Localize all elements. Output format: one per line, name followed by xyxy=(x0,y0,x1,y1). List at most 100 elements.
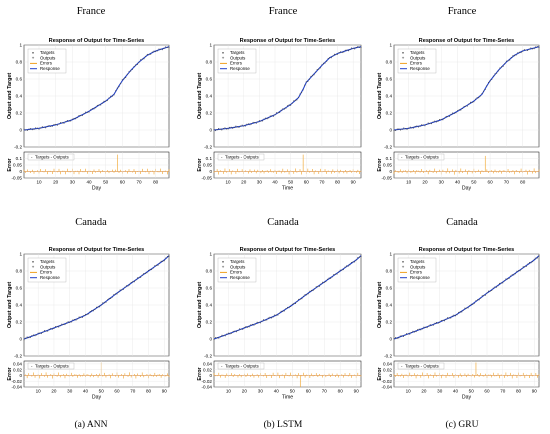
target-point xyxy=(409,126,411,128)
target-point xyxy=(535,46,537,48)
country-label-france-ann: France xyxy=(77,6,106,17)
target-point xyxy=(460,109,462,111)
target-point xyxy=(233,127,235,129)
error-legend-box xyxy=(397,362,445,370)
country-label-france-gru: France xyxy=(448,6,477,17)
error-legend-label: Targets - Outputs xyxy=(35,364,69,369)
target-point xyxy=(418,328,420,330)
target-point xyxy=(155,264,157,266)
target-point xyxy=(435,121,437,123)
target-point xyxy=(426,123,428,125)
target-point xyxy=(478,97,480,99)
target-point xyxy=(396,128,398,130)
target-point xyxy=(500,282,502,284)
x-tick-label: 10 xyxy=(36,389,42,394)
target-point xyxy=(125,285,127,287)
target-point xyxy=(110,95,112,97)
target-point xyxy=(401,128,403,130)
target-point xyxy=(237,329,239,332)
panels: Response of Output for Time-Series -0.2 0 0… xyxy=(7,38,540,401)
target-point xyxy=(519,270,521,272)
target-point xyxy=(53,124,55,126)
target-point xyxy=(50,125,52,127)
target-point xyxy=(532,261,534,263)
target-point xyxy=(454,315,457,317)
x-tick-label: 50 xyxy=(99,389,105,394)
target-point xyxy=(538,46,540,48)
target-point xyxy=(346,49,348,51)
target-point xyxy=(146,272,148,274)
chart-title: Response of Output for Time-Series xyxy=(49,38,145,44)
target-point xyxy=(120,82,122,84)
target-point xyxy=(503,280,505,282)
target-point xyxy=(121,79,123,81)
error-y-tick-label: -0.05 xyxy=(12,176,23,181)
target-point xyxy=(484,88,486,91)
target-point xyxy=(148,54,150,56)
target-point xyxy=(307,293,309,295)
target-point xyxy=(151,51,153,53)
target-point xyxy=(36,127,38,129)
x-axis-label: Day xyxy=(462,395,472,401)
target-point xyxy=(41,126,43,128)
target-point xyxy=(354,261,356,263)
target-point xyxy=(316,69,318,71)
target-point xyxy=(487,81,490,83)
target-point xyxy=(293,302,295,305)
target-point xyxy=(508,277,510,279)
target-point xyxy=(249,124,251,126)
target-point xyxy=(290,104,292,106)
target-point xyxy=(322,281,324,283)
target-point xyxy=(145,55,147,57)
target-point xyxy=(495,286,498,288)
target-point xyxy=(299,298,301,300)
target-point xyxy=(215,130,217,132)
target-point xyxy=(141,58,143,60)
target-point xyxy=(294,302,297,304)
y-tick-label: -0.2 xyxy=(204,354,212,359)
target-point xyxy=(511,274,513,276)
target-point xyxy=(522,266,524,268)
x-tick-label: 50 xyxy=(103,180,109,185)
target-point xyxy=(536,257,538,259)
target-point xyxy=(324,62,326,64)
target-point xyxy=(33,128,35,130)
y-tick-label: 0.4 xyxy=(206,303,213,308)
target-point xyxy=(34,335,36,337)
y-tick-label: 0.4 xyxy=(386,94,393,99)
target-point xyxy=(26,336,28,338)
target-point xyxy=(504,63,506,65)
panel-canada-ann: Response of Output for Time-Series-0.200… xyxy=(7,247,170,401)
target-point xyxy=(293,100,295,102)
target-point xyxy=(465,105,467,107)
target-point xyxy=(318,285,321,287)
target-point xyxy=(265,117,267,119)
x-tick-label: 80 xyxy=(520,180,526,185)
target-point xyxy=(299,93,301,95)
target-point xyxy=(254,122,256,124)
target-point xyxy=(421,124,423,126)
target-point xyxy=(347,50,350,52)
target-point xyxy=(80,114,82,116)
x-tick-label: 40 xyxy=(86,180,92,185)
error-y-tick-label: 0 xyxy=(19,169,22,174)
caption-lstm: (b) LSTM xyxy=(264,419,303,430)
target-point xyxy=(150,53,152,55)
target-point xyxy=(277,112,279,114)
x-tick-label: 40 xyxy=(272,180,278,185)
target-point xyxy=(416,125,418,127)
response-line xyxy=(393,46,540,131)
error-legend-label: Targets - Outputs xyxy=(405,155,439,160)
caption-gru: (c) GRU xyxy=(446,419,479,430)
target-point xyxy=(241,124,243,126)
x-tick-label: 50 xyxy=(290,389,296,394)
y-tick-label: 0.8 xyxy=(386,269,393,274)
chart-title: Response of Output for Time-Series xyxy=(240,247,336,253)
target-point xyxy=(443,117,446,119)
target-point xyxy=(427,122,429,124)
target-point xyxy=(100,304,102,306)
target-point xyxy=(84,313,87,315)
error-legend-box xyxy=(397,153,445,161)
y-tick-label: 0.6 xyxy=(16,286,23,291)
